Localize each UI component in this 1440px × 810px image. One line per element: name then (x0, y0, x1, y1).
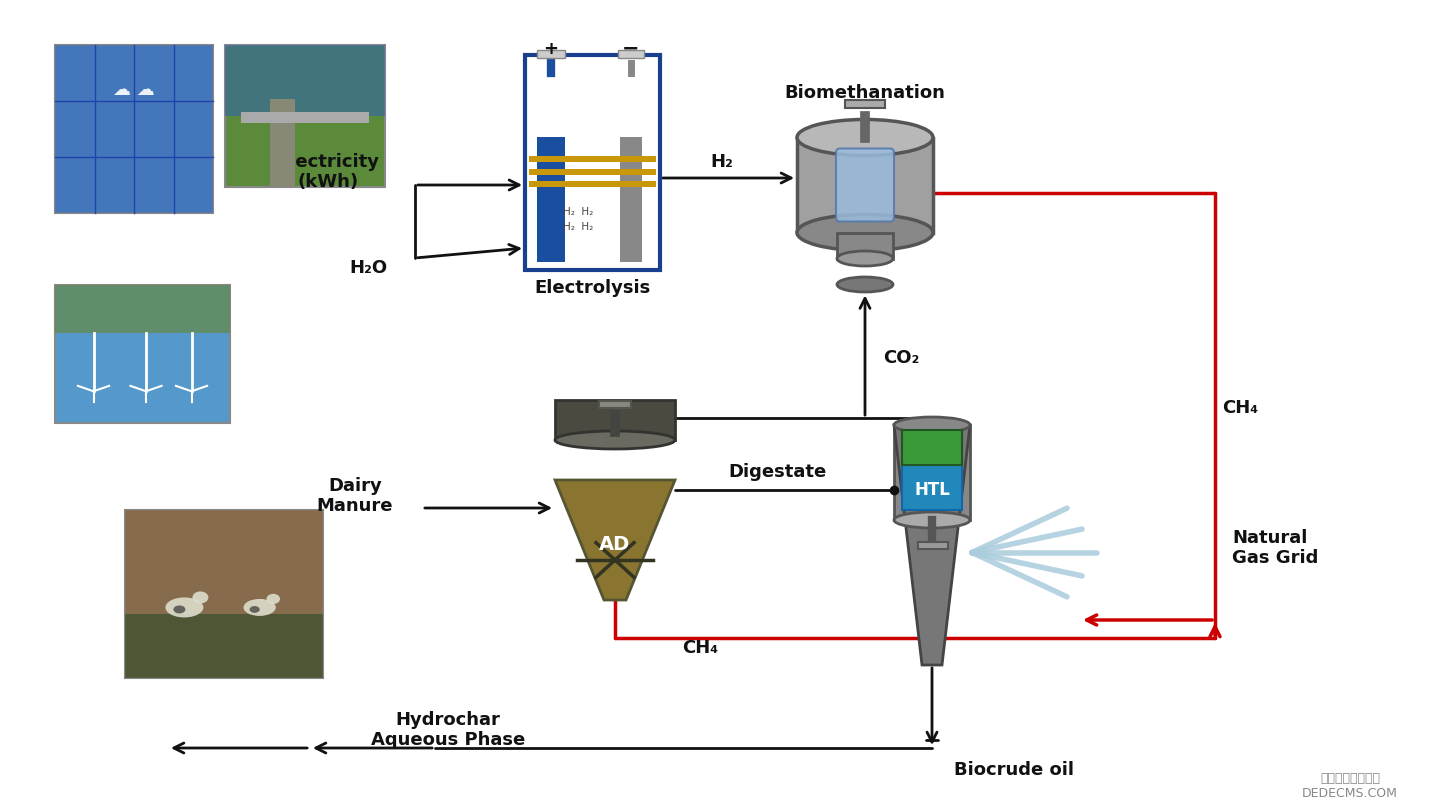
Text: Electricity
(kWh): Electricity (kWh) (276, 152, 379, 191)
Text: CH₄: CH₄ (683, 639, 719, 657)
Text: Dairy
Manure: Dairy Manure (317, 476, 393, 515)
Text: −: − (622, 39, 639, 59)
Bar (526, 55, 660, 270)
Bar (55, 45, 213, 213)
Text: CH₄: CH₄ (1223, 399, 1259, 417)
Text: Digestate: Digestate (729, 463, 827, 481)
Bar (845, 100, 886, 108)
Ellipse shape (796, 215, 933, 250)
Ellipse shape (249, 606, 259, 613)
Polygon shape (894, 425, 971, 665)
Bar (901, 465, 962, 510)
Bar (528, 156, 657, 162)
Text: Biocrude oil: Biocrude oil (953, 761, 1074, 779)
Text: 织梦内容管理系统
DEDECMS.COM: 织梦内容管理系统 DEDECMS.COM (1302, 772, 1398, 800)
Bar (225, 45, 384, 116)
Bar (55, 285, 230, 423)
Bar (225, 45, 384, 187)
Bar (240, 112, 369, 123)
Bar (528, 169, 657, 175)
Ellipse shape (193, 591, 209, 603)
Bar (901, 430, 962, 465)
Bar (537, 50, 564, 58)
Bar (125, 614, 323, 678)
Text: Natural
Gas Grid: Natural Gas Grid (1233, 529, 1319, 567)
Ellipse shape (837, 277, 893, 292)
Bar (599, 401, 631, 408)
Bar (618, 50, 644, 58)
Bar (537, 137, 564, 262)
Text: Electrolysis: Electrolysis (534, 279, 651, 297)
Text: ☁ ☁: ☁ ☁ (114, 81, 156, 100)
Ellipse shape (173, 605, 186, 613)
Bar (919, 542, 948, 549)
Text: HTL: HTL (914, 481, 950, 499)
Ellipse shape (894, 417, 971, 433)
Ellipse shape (796, 119, 933, 156)
FancyBboxPatch shape (837, 148, 894, 221)
Bar (796, 138, 933, 232)
Ellipse shape (166, 598, 203, 617)
Bar (125, 510, 323, 678)
Text: H₂: H₂ (710, 153, 733, 171)
Text: +: + (543, 40, 559, 58)
Ellipse shape (837, 251, 893, 266)
Text: Biomethanation: Biomethanation (785, 83, 946, 101)
Bar (125, 510, 323, 614)
Text: Hydrochar
Aqueous Phase: Hydrochar Aqueous Phase (372, 710, 526, 749)
Ellipse shape (554, 431, 675, 449)
Bar (894, 425, 971, 520)
Bar (621, 137, 642, 262)
Bar (554, 400, 675, 440)
Text: H₂  H₂: H₂ H₂ (563, 222, 593, 232)
Polygon shape (554, 480, 675, 600)
Bar (528, 181, 657, 187)
Ellipse shape (266, 594, 279, 604)
Ellipse shape (243, 599, 276, 616)
Bar (269, 99, 295, 187)
Text: AD: AD (599, 535, 631, 555)
Text: H₂O: H₂O (348, 259, 387, 277)
Text: H₂  H₂: H₂ H₂ (563, 207, 593, 217)
Bar (55, 285, 230, 333)
Bar (837, 232, 893, 258)
Text: CO₂: CO₂ (883, 349, 919, 367)
Bar (55, 45, 213, 213)
Ellipse shape (894, 512, 971, 528)
